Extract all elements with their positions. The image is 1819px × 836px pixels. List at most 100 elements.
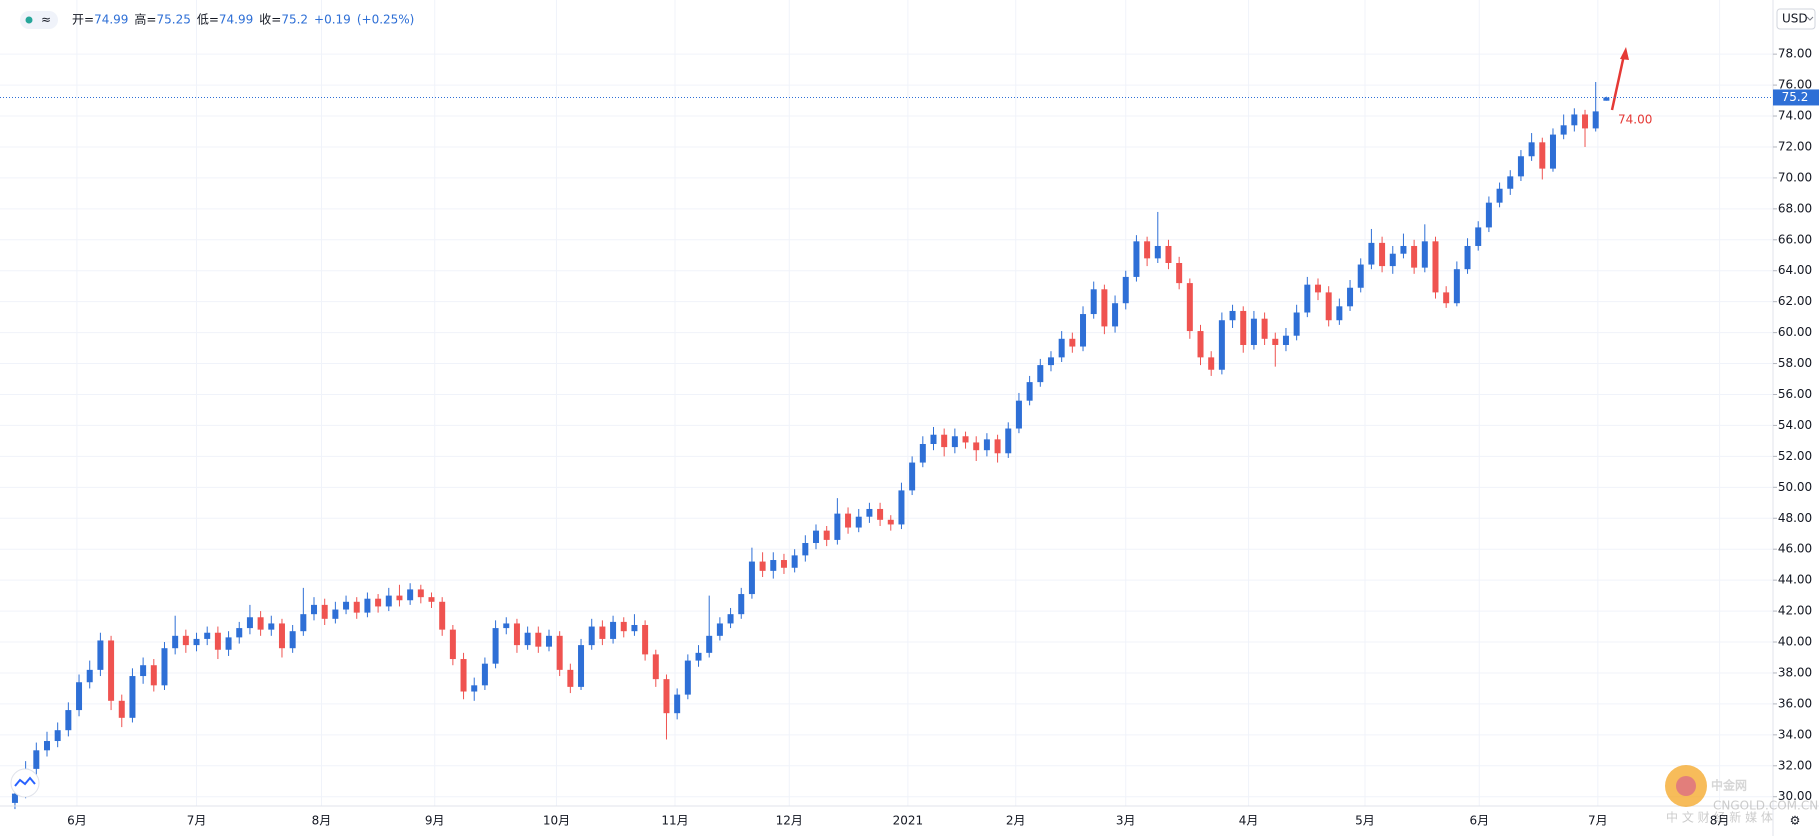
- y-tick-label: 62.00: [1778, 294, 1812, 308]
- y-tick-label: 34.00: [1778, 727, 1812, 741]
- candle-body: [1571, 114, 1578, 126]
- header-label: 高=: [134, 12, 156, 27]
- candle-body: [759, 561, 766, 571]
- annotation-arrow: [1610, 47, 1629, 111]
- header-value: +0.19: [314, 13, 351, 27]
- candle-body: [236, 628, 243, 638]
- candle-body: [118, 700, 125, 718]
- candle-body: [1475, 227, 1482, 246]
- candle-body: [684, 660, 691, 695]
- x-tick-label: 4月: [1239, 814, 1259, 828]
- candle-body: [588, 626, 595, 646]
- candle-body: [407, 589, 414, 601]
- candle-body: [1528, 142, 1535, 157]
- y-tick-label: 38.00: [1778, 665, 1812, 679]
- candle-body: [1037, 365, 1044, 383]
- candle-body: [1432, 241, 1439, 293]
- header-label: 低=: [197, 13, 219, 27]
- candle-body: [214, 632, 221, 650]
- settings-button[interactable]: ⚙: [1790, 814, 1801, 828]
- candle-body: [1218, 320, 1225, 370]
- candle-body: [278, 623, 285, 649]
- candle-body: [674, 694, 681, 714]
- candle-body: [268, 623, 275, 630]
- annotation: 74.00: [1618, 113, 1652, 127]
- chart-style-toggle[interactable]: [20, 11, 58, 29]
- x-tick-label: 6月: [1469, 814, 1489, 828]
- y-tick-label: 68.00: [1778, 201, 1812, 215]
- candle-body: [791, 555, 798, 568]
- candle-body: [1549, 134, 1556, 169]
- x-tick-label: 10月: [543, 814, 570, 828]
- x-tick-label: 2月: [1006, 814, 1026, 828]
- candle-body: [951, 436, 958, 448]
- header-change-pct: (+0.25%): [357, 13, 415, 27]
- candle-body: [1261, 318, 1268, 339]
- candle-body: [599, 626, 606, 639]
- header-value: 74.99: [94, 13, 128, 27]
- candle-body: [866, 508, 873, 517]
- series-icon: ≈: [41, 13, 51, 27]
- y-tick-label: 52.00: [1778, 449, 1812, 463]
- candle-body: [1379, 242, 1386, 267]
- candle-body: [481, 663, 488, 686]
- candle-body: [610, 621, 617, 639]
- candle-body: [1069, 338, 1076, 347]
- candle-body: [727, 614, 734, 624]
- candle-body: [428, 597, 435, 602]
- candle-body: [385, 595, 392, 607]
- candle-body: [663, 679, 670, 714]
- candle-body: [1186, 283, 1193, 332]
- candle-body: [54, 730, 61, 742]
- logo-icon: [14, 776, 36, 787]
- candle-body: [1090, 289, 1097, 315]
- candle-body: [1154, 245, 1161, 259]
- ohlc-header: 开= 74.99 高= 75.25 低= 74.99 收= 75.2 +0.19 (+0.25%): [72, 12, 414, 27]
- candle-body: [780, 560, 787, 568]
- candle-body: [909, 462, 916, 491]
- candle-body: [524, 632, 531, 646]
- candle-body: [1485, 202, 1492, 228]
- candle-body: [994, 439, 1001, 454]
- candle-body: [1240, 310, 1247, 345]
- candle-body: [449, 629, 456, 660]
- x-tick-label: 8月: [312, 814, 332, 828]
- candle-body: [567, 669, 574, 687]
- candle-body: [1112, 303, 1119, 327]
- x-tick-label: 7月: [1588, 814, 1608, 828]
- y-tick-label: 30.00: [1778, 789, 1812, 803]
- currency-select[interactable]: [1776, 8, 1816, 30]
- candle-body: [887, 519, 894, 525]
- candle-body: [513, 623, 520, 646]
- candle-body: [919, 443, 926, 463]
- candle-body: [332, 609, 339, 619]
- candle-body: [193, 638, 200, 646]
- x-tick-label: 5月: [1355, 814, 1375, 828]
- y-tick-label: 56.00: [1778, 387, 1812, 401]
- candle-body: [246, 617, 253, 629]
- candle-body: [182, 635, 189, 646]
- candle-body: [1165, 245, 1172, 263]
- y-tick-label: 60.00: [1778, 325, 1812, 339]
- watermark-slogan: 中 文 财 经 新 媒 体: [1666, 810, 1773, 825]
- candle-body: [695, 652, 702, 661]
- candle-body: [898, 490, 905, 525]
- candle-body: [353, 601, 360, 613]
- candle-body: [845, 513, 852, 528]
- candle-body: [97, 640, 104, 670]
- candle-body: [930, 434, 937, 444]
- y-tick-label: 40.00: [1778, 635, 1812, 649]
- x-tick-label: 6月: [67, 814, 87, 828]
- candle-body: [396, 595, 403, 601]
- candle-body: [1496, 188, 1503, 203]
- y-tick-label: 70.00: [1778, 170, 1812, 184]
- candle-body: [1411, 245, 1418, 268]
- header-label: 收=: [259, 13, 281, 27]
- candle-body: [706, 635, 713, 653]
- y-tick-label: 78.00: [1778, 47, 1812, 61]
- candle-body: [300, 614, 307, 632]
- candle-body: [1101, 289, 1108, 327]
- last-price-tag: [1773, 89, 1819, 106]
- candle-body: [1080, 314, 1087, 347]
- candle-body: [1453, 269, 1460, 304]
